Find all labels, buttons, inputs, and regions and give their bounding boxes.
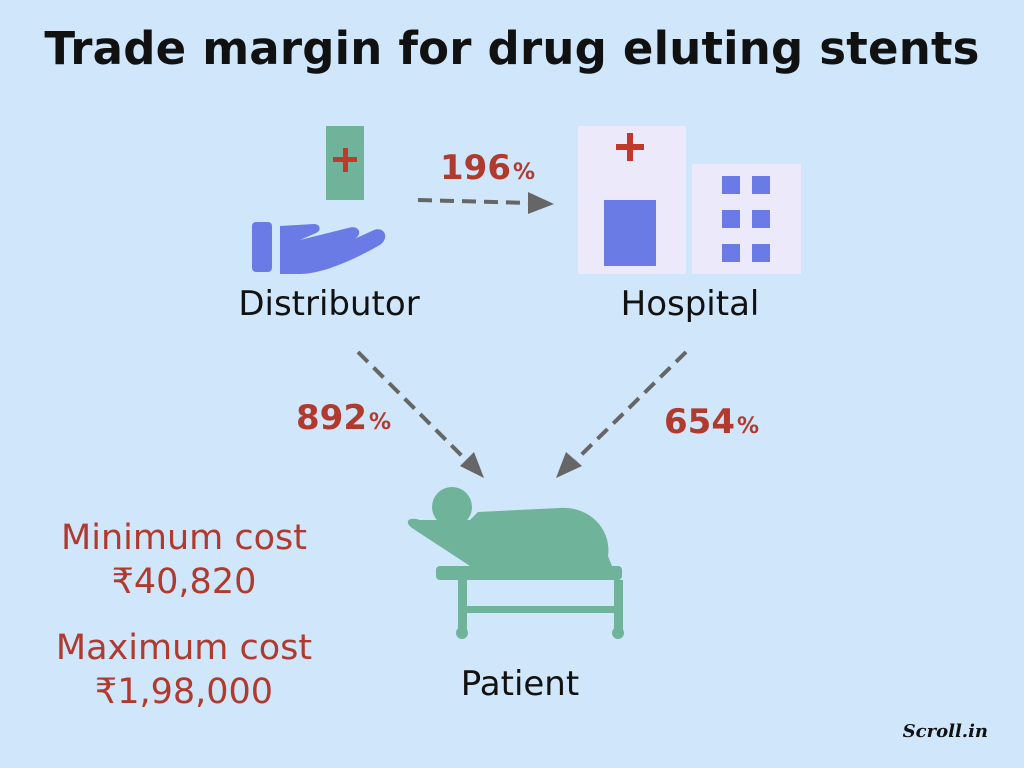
patient-label: Patient	[460, 664, 580, 704]
patient-on-bed-icon	[407, 487, 624, 639]
margin-hospital-patient: 654%	[664, 402, 760, 442]
maximum-cost-label: Maximum cost	[55, 628, 313, 668]
arrow-distributor-to-patient	[356, 350, 484, 478]
minimum-cost-label: Minimum cost	[61, 518, 307, 558]
arrow-hospital-to-patient	[556, 350, 688, 478]
distributor-label: Distributor	[238, 284, 420, 324]
hospital-building-icon	[578, 126, 801, 274]
minimum-cost-value: ₹40,820	[111, 562, 257, 602]
margin-distributor-patient: 892%	[296, 398, 392, 438]
minimum-cost: Minimum cost ₹40,820	[40, 516, 328, 604]
margin-distributor-hospital: 196%	[440, 148, 536, 188]
hand-holding-medicine-icon	[252, 126, 386, 274]
maximum-cost: Maximum cost ₹1,98,000	[40, 626, 328, 714]
maximum-cost-value: ₹1,98,000	[94, 672, 274, 712]
page-title: Trade margin for drug eluting stents	[44, 22, 980, 75]
arrow-distributor-to-hospital	[417, 192, 554, 214]
hospital-label: Hospital	[620, 284, 760, 324]
brand-logo: Scroll.in	[902, 721, 988, 742]
